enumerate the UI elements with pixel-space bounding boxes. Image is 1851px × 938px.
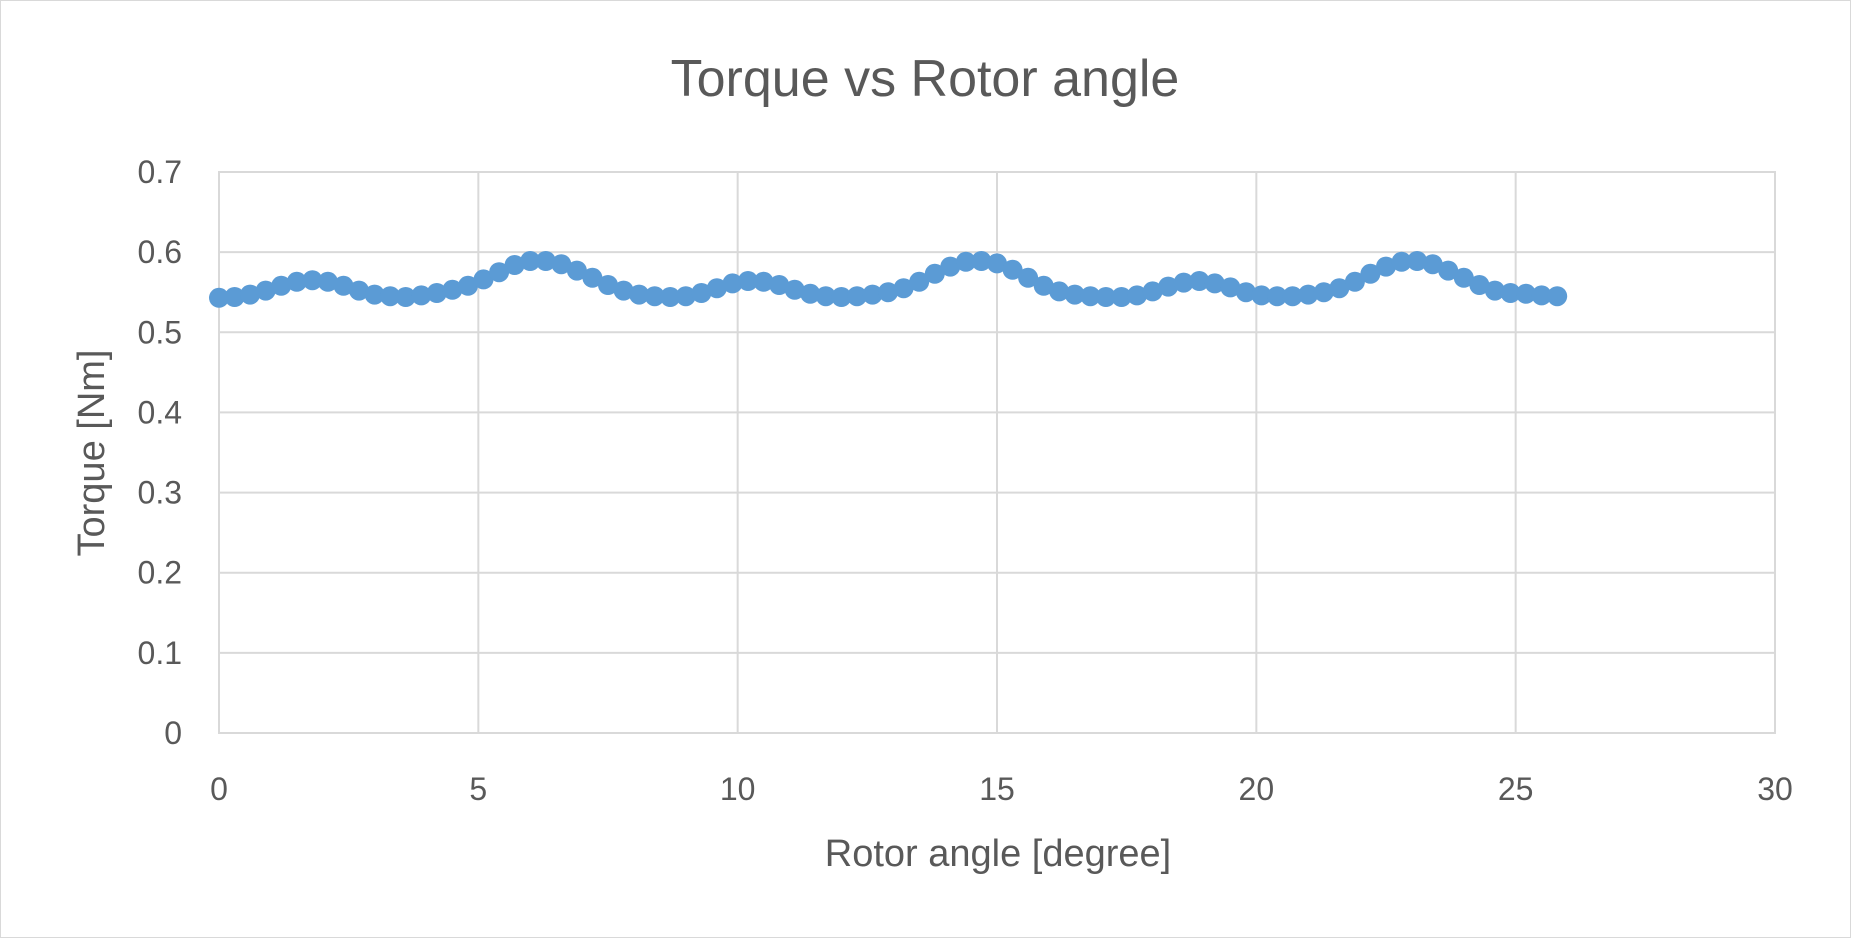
y-tick-label: 0.2	[138, 555, 182, 591]
y-tick-labels: 0 0.1 0.2 0.3 0.4 0.5 0.6 0.7	[138, 154, 182, 751]
x-tick-label: 0	[210, 771, 228, 807]
series-layer	[209, 251, 1567, 308]
x-axis-title: Rotor angle [degree]	[825, 833, 1171, 875]
y-tick-label: 0.1	[138, 635, 182, 671]
data-point	[1547, 286, 1567, 306]
y-tick-label: 0	[164, 715, 182, 751]
x-tick-label: 20	[1239, 771, 1275, 807]
x-tick-labels: 0 5 10 15 20 25 30	[210, 771, 1793, 807]
y-axis-title: Torque [Nm]	[71, 350, 113, 557]
y-tick-label: 0.3	[138, 475, 182, 511]
y-tick-label: 0.4	[138, 394, 182, 430]
x-tick-label: 30	[1757, 771, 1793, 807]
y-tick-label: 0.5	[138, 314, 182, 350]
x-tick-label: 15	[979, 771, 1015, 807]
chart-title: Torque vs Rotor angle	[671, 50, 1180, 108]
y-tick-label: 0.7	[138, 154, 182, 190]
x-tick-label: 10	[720, 771, 756, 807]
x-tick-label: 5	[469, 771, 487, 807]
x-tick-label: 25	[1498, 771, 1534, 807]
y-tick-label: 0.6	[138, 234, 182, 270]
